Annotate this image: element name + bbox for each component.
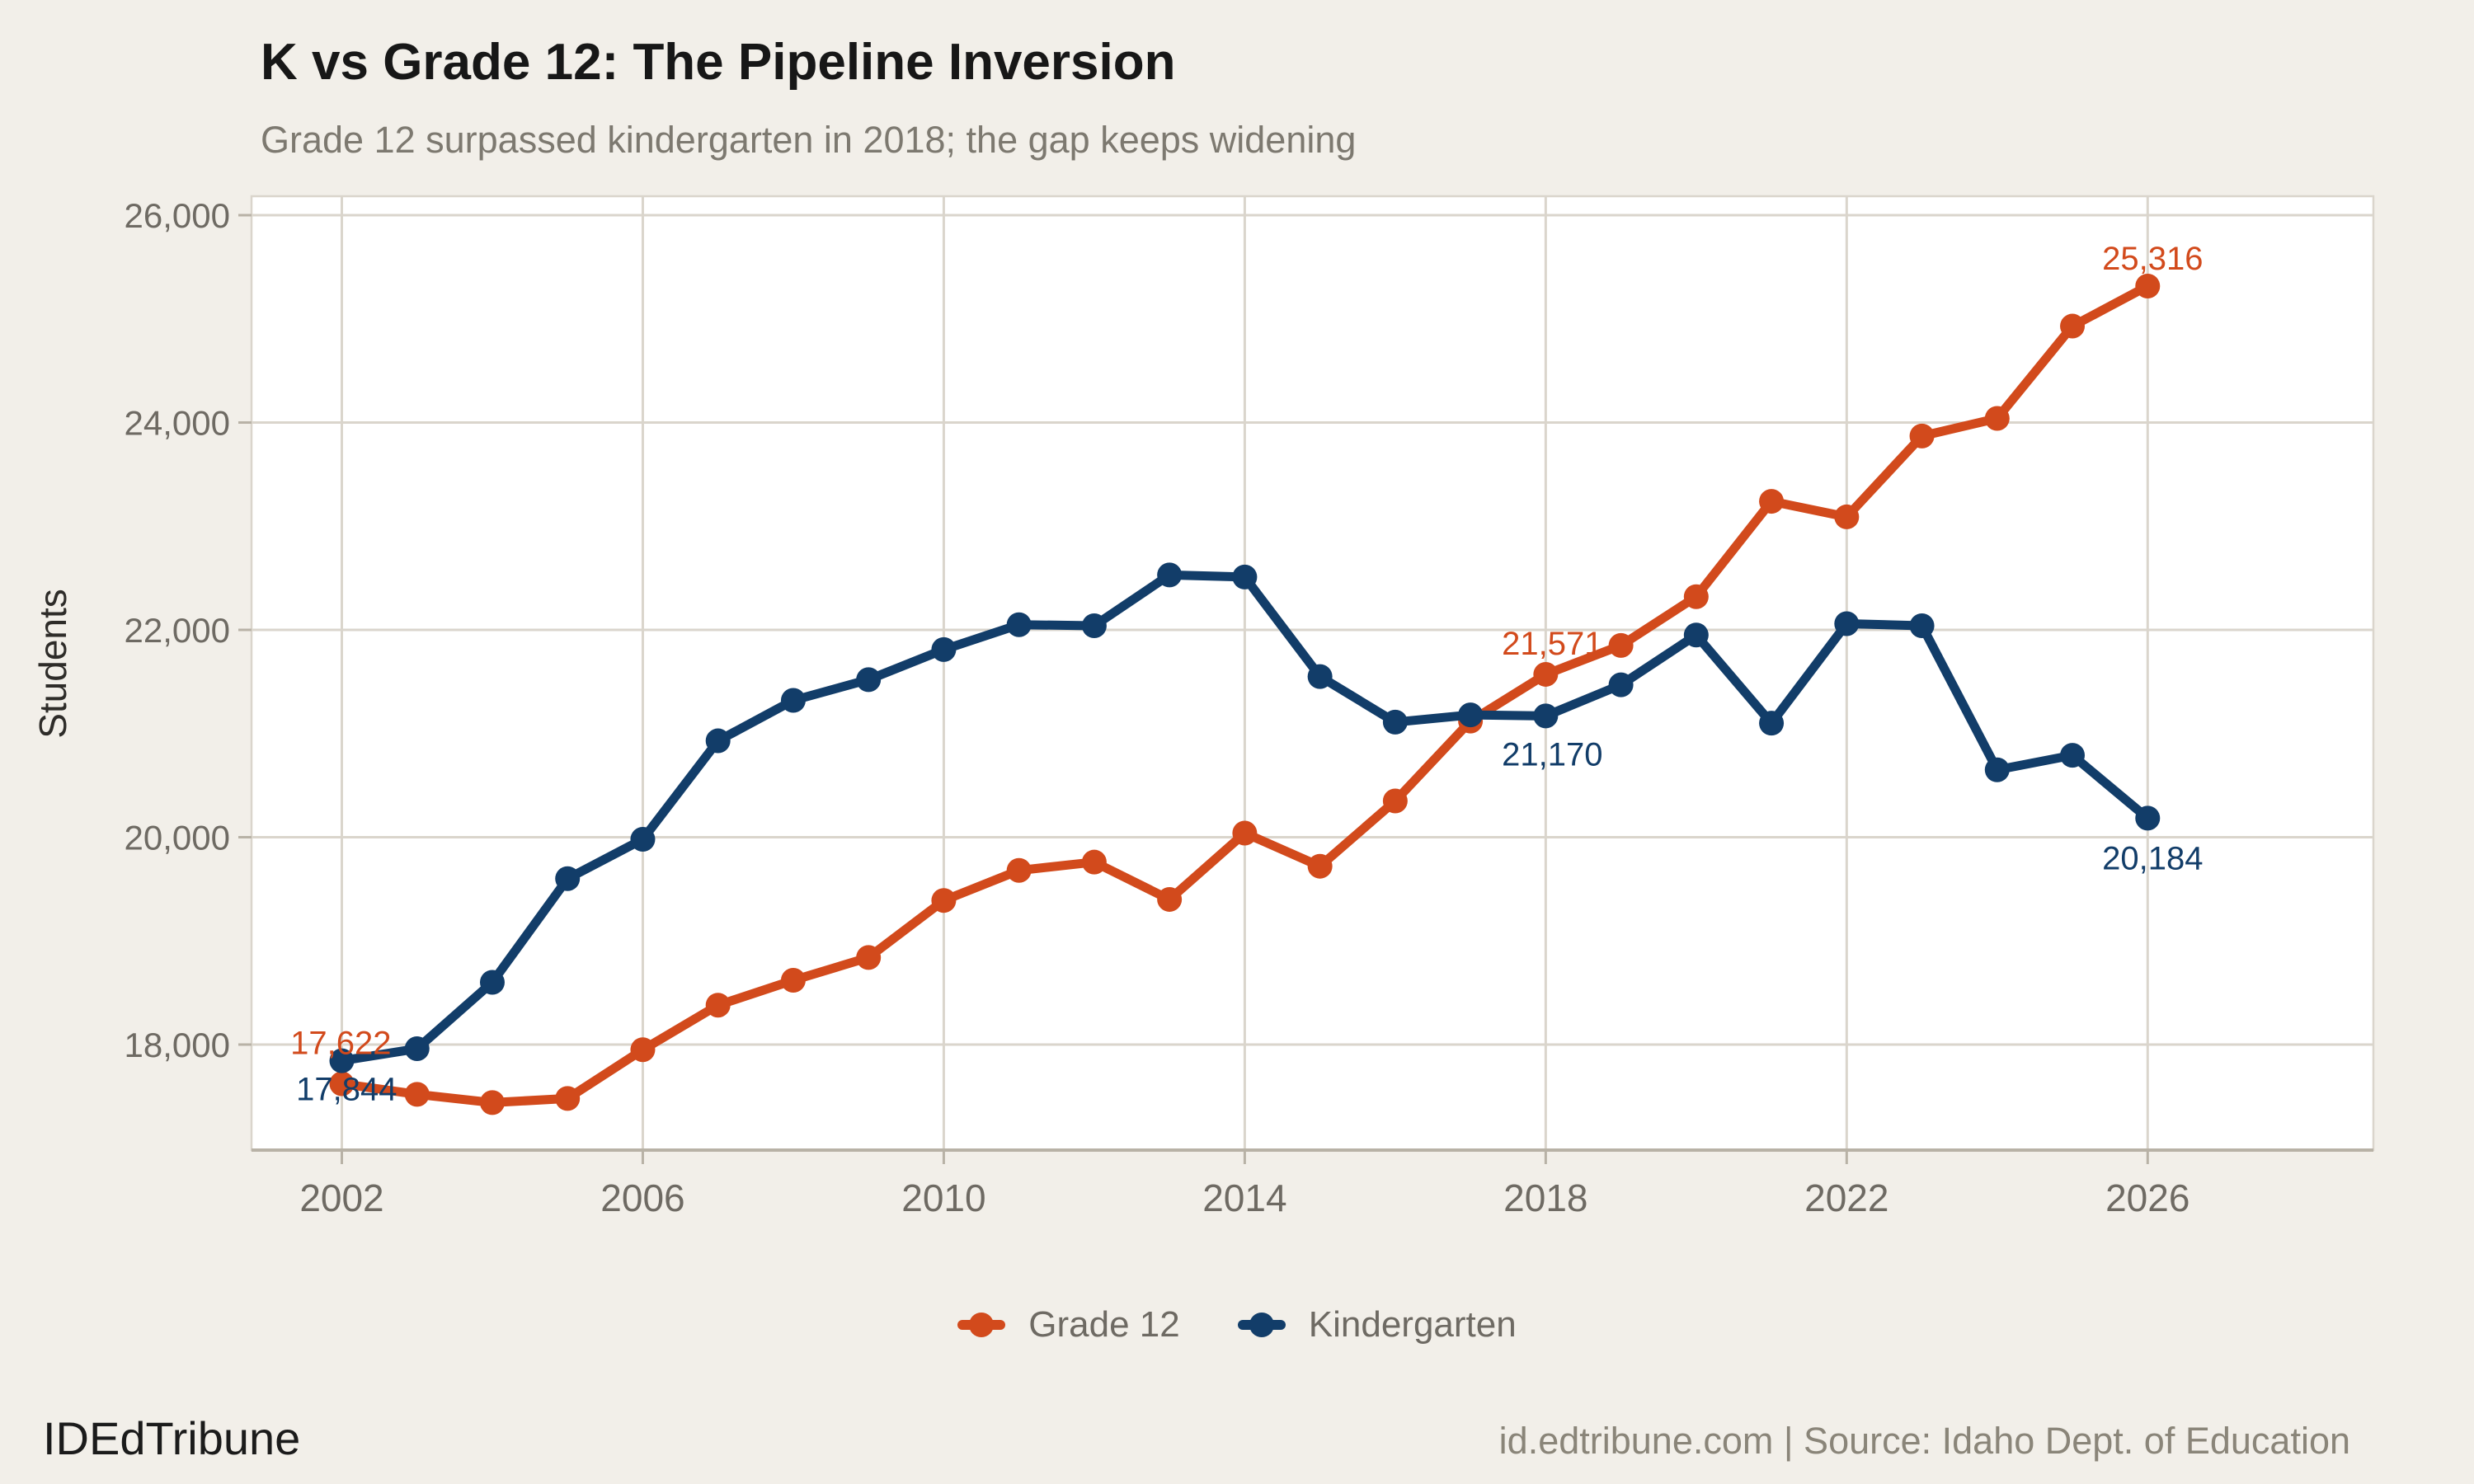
data-point-grade-12 (2060, 313, 2086, 339)
legend-item-kindergarten: Kindergarten (1237, 1304, 1517, 1345)
y-tick-label: 20,000 (125, 818, 230, 857)
x-tick-label: 2010 (901, 1176, 985, 1219)
data-point-kindergarten (555, 866, 581, 891)
value-annotation: 21,571 (1502, 626, 1602, 662)
brand-wordmark: IDEdTribune (43, 1412, 301, 1464)
x-tick-label: 2002 (299, 1176, 383, 1219)
data-point-grade-12 (1759, 489, 1785, 514)
data-point-kindergarten (1759, 711, 1785, 736)
data-point-kindergarten (1382, 709, 1408, 735)
data-point-kindergarten (1006, 612, 1032, 637)
data-point-kindergarten (2135, 805, 2161, 831)
data-point-kindergarten (329, 1048, 355, 1073)
data-point-grade-12 (1157, 886, 1183, 912)
legend-item-grade-12: Grade 12 (957, 1304, 1180, 1345)
value-annotation: 21,170 (1502, 736, 1602, 773)
y-tick-label: 24,000 (125, 404, 230, 443)
data-point-grade-12 (555, 1086, 581, 1111)
y-axis-title: Students (31, 589, 74, 739)
kindergarten-line-marker-icon (1237, 1313, 1286, 1337)
x-tick-label: 2006 (600, 1176, 684, 1219)
data-point-kindergarten (2060, 743, 2086, 768)
data-point-kindergarten (705, 728, 731, 754)
data-point-grade-12 (931, 888, 957, 913)
x-tick-label: 2018 (1503, 1176, 1587, 1219)
source-attribution: id.edtribune.com | Source: Idaho Dept. o… (1498, 1420, 2350, 1462)
data-point-grade-12 (1006, 857, 1032, 883)
data-point-kindergarten (1307, 664, 1333, 689)
data-point-kindergarten (404, 1036, 430, 1062)
data-point-grade-12 (1683, 584, 1709, 609)
data-point-grade-12 (404, 1082, 430, 1107)
grade-12-dot-icon (969, 1313, 995, 1337)
chart-subtitle: Grade 12 surpassed kindergarten in 2018;… (261, 119, 1357, 161)
data-point-kindergarten (479, 970, 505, 995)
value-annotation: 20,184 (2102, 840, 2203, 876)
data-point-grade-12 (1834, 504, 1860, 529)
data-point-kindergarten (1533, 703, 1559, 729)
x-tick-label: 2014 (1202, 1176, 1286, 1219)
data-point-kindergarten (1683, 622, 1709, 648)
data-point-grade-12 (1984, 406, 2010, 431)
data-point-grade-12 (1307, 853, 1333, 879)
value-annotation: 17,844 (296, 1072, 397, 1108)
y-tick-label: 26,000 (125, 196, 230, 235)
value-annotation: 25,316 (2102, 241, 2203, 277)
legend: Grade 12 Kindergarten (0, 1304, 2474, 1345)
x-tick-label: 2022 (1804, 1176, 1888, 1219)
data-point-grade-12 (479, 1090, 505, 1115)
data-point-grade-12 (1232, 820, 1258, 846)
data-point-grade-12 (1533, 661, 1559, 687)
data-point-grade-12 (1382, 788, 1408, 814)
grade-12-line-marker-icon (957, 1313, 1006, 1337)
y-tick-label: 22,000 (125, 611, 230, 650)
data-point-grade-12 (2135, 274, 2161, 299)
data-point-grade-12 (856, 945, 882, 970)
data-point-grade-12 (1909, 423, 1935, 448)
data-point-kindergarten (1834, 611, 1860, 636)
data-point-kindergarten (931, 636, 957, 662)
data-point-grade-12 (705, 993, 731, 1018)
legend-label: Kindergarten (1308, 1304, 1517, 1345)
data-point-grade-12 (630, 1037, 656, 1063)
data-point-grade-12 (329, 1071, 355, 1097)
x-tick-label: 2026 (2105, 1176, 2189, 1219)
data-point-kindergarten (1909, 613, 1935, 638)
kindergarten-dot-icon (1249, 1313, 1274, 1337)
chart-title: K vs Grade 12: The Pipeline Inversion (261, 34, 1176, 91)
value-annotation: 17,622 (290, 1026, 391, 1062)
data-point-kindergarten (1458, 702, 1484, 728)
data-point-kindergarten (1081, 613, 1107, 638)
data-point-kindergarten (856, 667, 882, 693)
data-point-kindergarten (1984, 757, 2010, 782)
data-point-grade-12 (1081, 849, 1107, 875)
legend-label: Grade 12 (1028, 1304, 1180, 1345)
y-tick-label: 18,000 (125, 1026, 230, 1064)
data-point-kindergarten (1157, 562, 1183, 588)
data-point-kindergarten (630, 827, 656, 852)
data-point-kindergarten (1232, 564, 1258, 589)
data-point-kindergarten (1608, 672, 1634, 697)
data-point-grade-12 (780, 968, 806, 993)
data-point-grade-12 (1608, 632, 1634, 658)
data-point-kindergarten (780, 688, 806, 713)
